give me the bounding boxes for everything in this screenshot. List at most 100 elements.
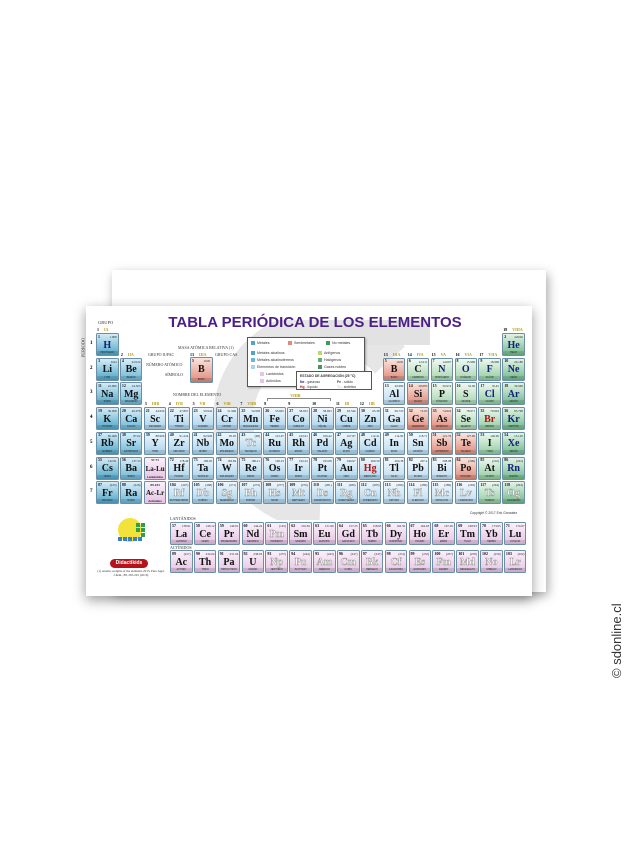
element-cell-pm[interactable]: 61 (145) Pm PROMETIO: [265, 522, 288, 545]
element-cell-ca[interactable]: 20 40.078 Ca CALCIO: [119, 407, 143, 431]
element-cell-be[interactable]: 4 9.0122 Be BERILIO: [119, 357, 143, 381]
element-cell-no[interactable]: 102 (259) No NOBELIO: [480, 550, 503, 573]
element-cell-sc[interactable]: 21 44.956 Sc ESCANDIO: [143, 407, 167, 431]
element-cell-ac[interactable]: 89 (227) Ac ACTINIO: [170, 550, 193, 573]
element-cell-lr[interactable]: 103 (262) Lr LAWRENCIO: [503, 550, 527, 573]
element-cell-in[interactable]: 49 114.82 In INDIO: [382, 431, 406, 455]
element-cell-rf[interactable]: 104 (267) Rf RUTHERFORDIO: [167, 481, 191, 505]
element-cell-na[interactable]: 11 22.990 Na SODIO: [96, 382, 119, 406]
element-cell-ra[interactable]: 88 (226) Ra RADIO: [119, 481, 143, 505]
element-cell-ce[interactable]: 58 140.12 Ce CERIO: [193, 522, 217, 545]
element-cell-sm[interactable]: 62 150.36 Sm SAMARIO: [289, 522, 312, 545]
element-cell-th[interactable]: 90 232.04 Th TORIO: [193, 550, 217, 573]
element-cell-cf[interactable]: 98 (251) Cf CALIFORNIO: [384, 550, 408, 573]
element-cell-br[interactable]: 35 79.904 Br BROMO: [478, 407, 501, 431]
element-cell-as[interactable]: 33 74.922 As ARSÉNICO: [430, 407, 454, 431]
element-cell-h[interactable]: 1 1.008 H HIDRÓGENO: [96, 333, 119, 356]
element-cell-sr[interactable]: 38 87.62 Sr ESTRONCIO: [119, 431, 143, 455]
element-cell-fe[interactable]: 26 55.845 Fe HIERRO: [263, 407, 286, 431]
element-cell-ru[interactable]: 44 101.07 Ru RUTENIO: [263, 431, 286, 455]
element-cell-s[interactable]: 16 32.06 S AZUFRE: [454, 382, 478, 406]
element-cell-db[interactable]: 105 (268) Db DUBNIO: [191, 481, 215, 505]
element-cell-pu[interactable]: 94 (244) Pu PLUTONIO: [289, 550, 312, 573]
element-cell-te[interactable]: 52 127.60 Te TELURIO: [454, 431, 478, 455]
element-cell-f[interactable]: 9 18.998 F FLÚOR: [478, 357, 501, 381]
element-cell-sn[interactable]: 50 118.71 Sn ESTAÑO: [406, 431, 430, 455]
element-cell-dy[interactable]: 66 162.50 Dy DISPROSIO: [384, 522, 408, 545]
element-cell-nb[interactable]: 41 92.906 Nb NIOBIO: [191, 431, 215, 455]
element-cell-os[interactable]: 76 190.23 Os OSMIO: [263, 456, 286, 480]
element-cell-tb[interactable]: 65 158.93 Tb TERBIO: [360, 522, 384, 545]
element-cell-cu[interactable]: 29 63.546 Cu COBRE: [335, 407, 358, 431]
element-cell-mo[interactable]: 42 95.95 Mo MOLIBDENO: [215, 431, 239, 455]
element-cell-hf[interactable]: 72 178.49 Hf HAFNIO: [167, 456, 191, 480]
element-cell-zn[interactable]: 30 65.38 Zn ZINC: [358, 407, 382, 431]
element-cell-c[interactable]: 6 12.011 C CARBONO: [406, 357, 430, 381]
element-cell-cs[interactable]: 55 132.91 Cs CESIO: [96, 456, 119, 480]
element-cell-rh[interactable]: 45 102.91 Rh RODIO: [287, 431, 310, 455]
element-cell-ag[interactable]: 47 107.87 Ag PLATA: [335, 431, 358, 455]
element-cell-k[interactable]: 19 39.098 K POTASIO: [96, 407, 119, 431]
element-cell-ir[interactable]: 77 192.22 Ir IRIDIO: [287, 456, 310, 480]
lanthanides-placeholder-cell[interactable]: 57-71 La-Lu Lantánidos: [143, 456, 167, 480]
element-cell-po[interactable]: 84 (209) Po POLONIO: [454, 456, 478, 480]
element-cell-al[interactable]: 13 26.982 Al ALUMINIO: [382, 382, 406, 406]
element-cell-se[interactable]: 34 78.971 Se SELENIO: [454, 407, 478, 431]
element-cell-fm[interactable]: 100 (257) Fm FERMIO: [432, 550, 455, 573]
element-cell-v[interactable]: 23 50.942 V VANADIO: [191, 407, 215, 431]
element-cell-o[interactable]: 8 15.999 O OXÍGENO: [454, 357, 478, 381]
element-cell-ti[interactable]: 22 47.867 Ti TITANIO: [167, 407, 191, 431]
element-cell-tm[interactable]: 69 168.93 Tm TULIO: [456, 522, 479, 545]
element-cell-tl[interactable]: 81 204.38 Tl TALIO: [382, 456, 406, 480]
element-cell-bh[interactable]: 107 (272) Bh BOHRIO: [239, 481, 262, 505]
element-cell-pt[interactable]: 78 195.08 Pt PLATINO: [311, 456, 334, 480]
element-cell-mt[interactable]: 109 (276) Mt MEITNERIO: [287, 481, 310, 505]
element-cell-ds[interactable]: 110 (281) Ds DARMSTADTIO: [311, 481, 334, 505]
element-cell-ge[interactable]: 32 72.63 Ge GERMANIO: [406, 407, 430, 431]
element-cell-ba[interactable]: 56 137.33 Ba BARIO: [119, 456, 143, 480]
element-cell-tc[interactable]: 43 (98) Tc TECNECIO: [239, 431, 262, 455]
element-cell-pb[interactable]: 82 207.2 Pb PLOMO: [406, 456, 430, 480]
element-cell-cl[interactable]: 17 35.45 Cl CLORO: [478, 382, 501, 406]
element-cell-cd[interactable]: 48 112.41 Cd CADMIO: [358, 431, 382, 455]
element-cell-eu[interactable]: 63 151.96 Eu EUROPIO: [313, 522, 336, 545]
element-cell-co[interactable]: 27 58.933 Co COBALTO: [287, 407, 310, 431]
element-cell-ts[interactable]: 117 (294) Ts TENESO: [478, 481, 501, 505]
element-cell-cn[interactable]: 112 (285) Cn COPERNICIO: [358, 481, 382, 505]
element-cell-i[interactable]: 53 126.90 I YODO: [478, 431, 501, 455]
element-cell-md[interactable]: 101 (258) Md MENDELEVIO: [456, 550, 479, 573]
element-cell-pa[interactable]: 91 231.04 Pa PROTACTINIO: [217, 550, 241, 573]
element-cell-u[interactable]: 92 238.03 U URANIO: [241, 550, 265, 573]
element-cell-sb[interactable]: 51 121.76 Sb ANTIMONIO: [430, 431, 454, 455]
element-cell-kr[interactable]: 36 83.798 Kr KRIPTÓN: [502, 407, 525, 431]
element-cell-re[interactable]: 75 186.21 Re RENIO: [239, 456, 262, 480]
element-cell-ga[interactable]: 31 69.723 Ga GALIO: [382, 407, 406, 431]
element-cell-ar[interactable]: 18 39.948 Ar ARGÓN: [502, 382, 525, 406]
element-cell-rg[interactable]: 111 (280) Rg ROENTGENIO: [335, 481, 358, 505]
element-cell-ni[interactable]: 28 58.693 Ni NÍQUEL: [311, 407, 334, 431]
element-cell-p[interactable]: 15 30.974 P FÓSFORO: [430, 382, 454, 406]
element-cell-at[interactable]: 85 (210) At ASTATO: [478, 456, 501, 480]
element-cell-es[interactable]: 99 (252) Es EINSTENIO: [408, 550, 432, 573]
element-cell-he[interactable]: 2 4.0026 He HELIO: [502, 333, 525, 356]
element-cell-cr[interactable]: 24 51.996 Cr CROMO: [215, 407, 239, 431]
element-cell-bi[interactable]: 83 208.98 Bi BISMUTO: [430, 456, 454, 480]
element-cell-y[interactable]: 39 88.906 Y ITRIO: [143, 431, 167, 455]
element-cell-mg[interactable]: 12 24.305 Mg MAGNESIO: [119, 382, 143, 406]
element-cell-la[interactable]: 57 138.91 La LANTANO: [170, 522, 193, 545]
element-cell-b[interactable]: 5 10.81 B BORO: [382, 357, 406, 381]
element-cell-rb[interactable]: 37 85.468 Rb RUBIDIO: [96, 431, 119, 455]
actinides-placeholder-cell[interactable]: 89-103 Ac-Lr Actínidos: [143, 481, 167, 505]
element-cell-gd[interactable]: 64 157.25 Gd GADOLINIO: [336, 522, 360, 545]
element-cell-lv[interactable]: 116 (293) Lv LIVERMORIO: [454, 481, 478, 505]
element-cell-hs[interactable]: 108 (277) Hs HASIO: [263, 481, 286, 505]
element-cell-mc[interactable]: 115 (289) Mc MOSCOVIO: [430, 481, 454, 505]
element-cell-nd[interactable]: 60 144.24 Nd NEODIMIO: [241, 522, 265, 545]
element-cell-fr[interactable]: 87 (223) Fr FRANCIO: [96, 481, 119, 505]
element-cell-lu[interactable]: 71 174.97 Lu LUTECIO: [503, 522, 527, 545]
element-cell-sg[interactable]: 106 (271) Sg SEABORGIO: [215, 481, 239, 505]
element-cell-li[interactable]: 3 6.94 Li LITIO: [96, 357, 119, 381]
element-cell-si[interactable]: 14 28.085 Si SILICIO: [406, 382, 430, 406]
element-cell-pd[interactable]: 46 106.42 Pd PALADIO: [311, 431, 334, 455]
element-cell-ne[interactable]: 10 20.180 Ne NEÓN: [502, 357, 525, 381]
